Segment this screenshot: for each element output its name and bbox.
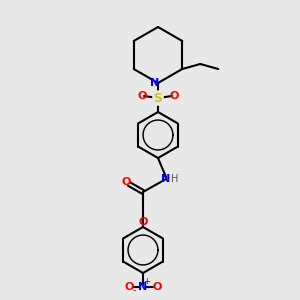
Text: -: -	[132, 285, 136, 295]
Text: N: N	[161, 174, 171, 184]
Text: N: N	[150, 78, 160, 88]
Text: O: O	[121, 177, 131, 187]
Text: +: +	[144, 277, 150, 286]
Text: O: O	[124, 282, 134, 292]
Text: O: O	[137, 91, 147, 101]
Text: H: H	[171, 174, 179, 184]
Text: O: O	[138, 217, 148, 227]
Text: S: S	[154, 92, 163, 104]
Text: N: N	[138, 282, 148, 292]
Text: O: O	[152, 282, 162, 292]
Text: O: O	[169, 91, 179, 101]
